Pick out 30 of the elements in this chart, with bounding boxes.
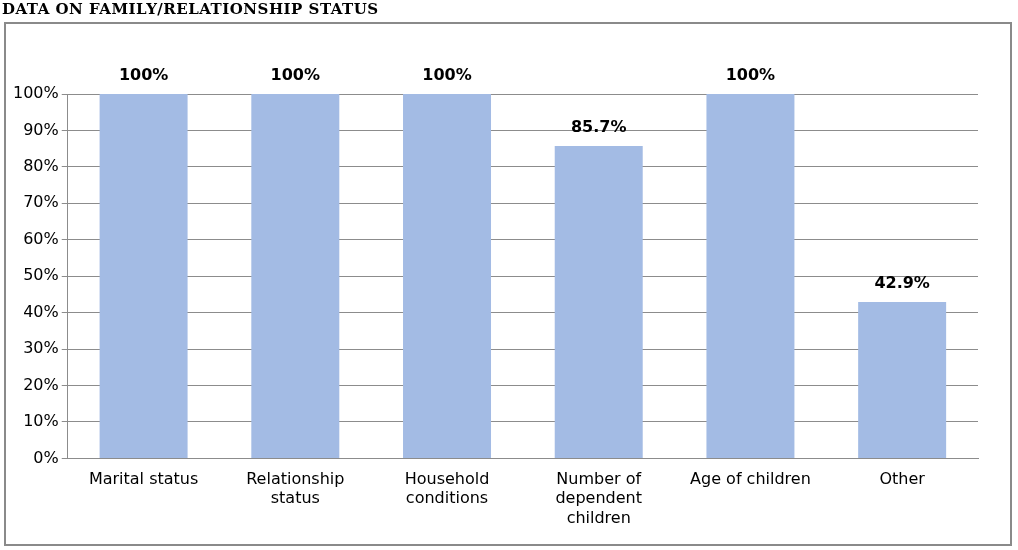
y-tick-label: 90% [23, 119, 59, 139]
y-tick-label: 60% [23, 228, 59, 248]
data-label: 100% [270, 65, 321, 85]
y-tick-label: 0% [33, 447, 59, 467]
bar [706, 94, 795, 458]
bar [858, 302, 947, 458]
data-label: 100% [118, 65, 169, 85]
x-tick-label: Household conditions [404, 469, 490, 508]
bar [99, 94, 188, 458]
bar [554, 146, 643, 458]
x-tick-label: Number of dependent children [555, 469, 643, 527]
data-label: 100% [725, 65, 776, 85]
y-tick-label: 40% [23, 301, 59, 321]
x-tick-label: Age of children [690, 469, 811, 489]
y-tick-label: 70% [23, 192, 59, 212]
data-label: 85.7% [570, 117, 627, 137]
data-label: 100% [422, 65, 472, 85]
y-tick-label: 80% [23, 156, 59, 176]
y-tick-label: 10% [23, 411, 59, 431]
x-tick-label: Relationship status [246, 469, 345, 508]
y-tick-label: 20% [23, 374, 59, 394]
data-label: 42.9% [874, 273, 930, 293]
x-tick-label: Other [879, 469, 926, 489]
x-tick-label: Marital status [88, 469, 199, 489]
bar [403, 94, 492, 458]
y-tick-label: 30% [23, 338, 59, 358]
chart-title: DATA ON FAMILY/RELATIONSHIP STATUS [2, 0, 379, 18]
y-tick-label: 50% [23, 265, 59, 285]
bar [251, 94, 340, 458]
y-tick-label: 100% [12, 83, 59, 103]
